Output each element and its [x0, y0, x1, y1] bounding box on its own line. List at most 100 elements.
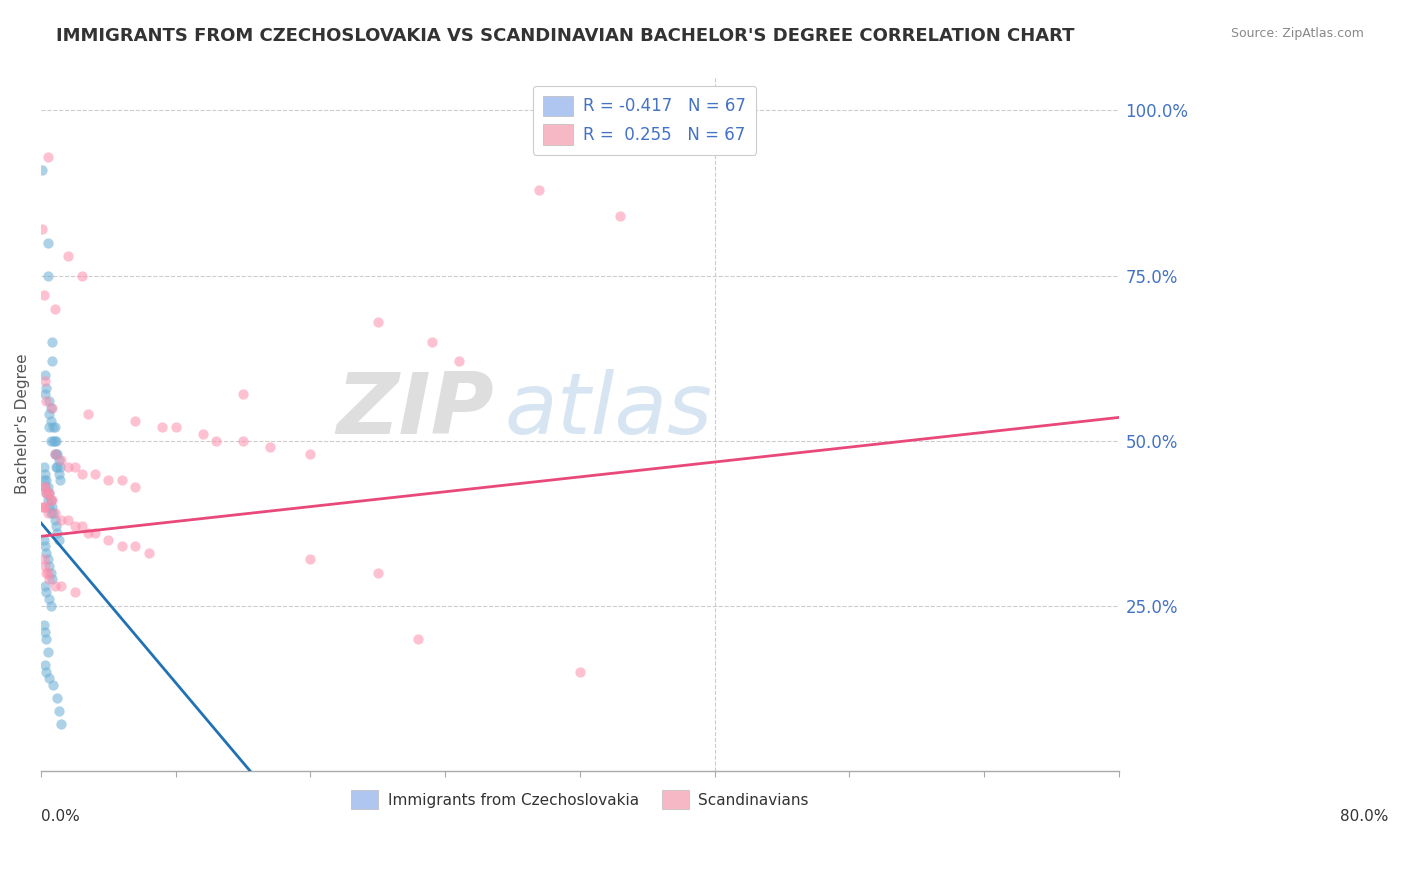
Point	[34, 625, 56, 640]
Point	[49, 460, 72, 475]
Point	[150, 420, 173, 434]
Point	[48, 704, 70, 718]
Point	[38, 486, 60, 500]
Point	[41, 493, 63, 508]
Point	[165, 420, 187, 434]
Point	[41, 401, 63, 415]
Point	[38, 394, 60, 409]
Point	[34, 387, 56, 401]
Point	[32, 552, 55, 566]
Point	[35, 566, 58, 580]
Point	[51, 453, 73, 467]
Point	[56, 460, 79, 475]
Text: IMMIGRANTS FROM CZECHOSLOVAKIA VS SCANDINAVIAN BACHELOR'S DEGREE CORRELATION CHA: IMMIGRANTS FROM CZECHOSLOVAKIA VS SCANDI…	[56, 27, 1074, 45]
Point	[37, 268, 59, 283]
Point	[46, 691, 69, 706]
Point	[35, 381, 58, 395]
Point	[48, 453, 70, 467]
Point	[77, 407, 100, 421]
Point	[41, 572, 63, 586]
Point	[35, 394, 58, 409]
Point	[32, 480, 55, 494]
Point	[35, 665, 58, 679]
Point	[232, 387, 254, 401]
Point	[35, 546, 58, 560]
Point	[35, 486, 58, 500]
Point	[44, 579, 66, 593]
Point	[39, 493, 62, 508]
Point	[299, 552, 322, 566]
Point	[34, 579, 56, 593]
Point	[609, 209, 631, 223]
Point	[124, 539, 146, 553]
Text: 80.0%: 80.0%	[1340, 809, 1388, 824]
Point	[124, 414, 146, 428]
Point	[70, 467, 93, 481]
Point	[32, 533, 55, 547]
Point	[529, 183, 551, 197]
Text: ZIP: ZIP	[336, 368, 494, 451]
Point	[32, 500, 55, 514]
Point	[37, 506, 59, 520]
Point	[447, 354, 470, 368]
Point	[38, 671, 60, 685]
Point	[63, 460, 86, 475]
Point	[38, 592, 60, 607]
Point	[35, 486, 58, 500]
Point	[568, 665, 591, 679]
Point	[44, 434, 66, 448]
Point	[37, 480, 59, 494]
Point	[51, 513, 73, 527]
Point	[35, 632, 58, 646]
Text: Source: ZipAtlas.com: Source: ZipAtlas.com	[1230, 27, 1364, 40]
Point	[32, 618, 55, 632]
Point	[45, 519, 67, 533]
Point	[367, 315, 389, 329]
Text: atlas: atlas	[505, 368, 713, 451]
Point	[37, 566, 59, 580]
Point	[34, 539, 56, 553]
Point	[111, 473, 134, 487]
Point	[37, 552, 59, 566]
Legend: Immigrants from Czechoslovakia, Scandinavians: Immigrants from Czechoslovakia, Scandina…	[344, 784, 815, 815]
Point	[38, 500, 60, 514]
Point	[45, 434, 67, 448]
Point	[38, 407, 60, 421]
Point	[49, 473, 72, 487]
Point	[39, 493, 62, 508]
Point	[48, 533, 70, 547]
Point	[37, 493, 59, 508]
Point	[42, 678, 65, 692]
Point	[111, 539, 134, 553]
Point	[42, 506, 65, 520]
Point	[367, 566, 389, 580]
Point	[39, 414, 62, 428]
Point	[39, 434, 62, 448]
Point	[45, 447, 67, 461]
Point	[51, 579, 73, 593]
Point	[63, 519, 86, 533]
Point	[32, 473, 55, 487]
Point	[39, 506, 62, 520]
Point	[84, 467, 107, 481]
Point	[77, 526, 100, 541]
Point	[63, 585, 86, 599]
Point	[46, 526, 69, 541]
Point	[56, 249, 79, 263]
Point	[56, 513, 79, 527]
Point	[34, 500, 56, 514]
Point	[34, 658, 56, 673]
Point	[44, 506, 66, 520]
Point	[34, 480, 56, 494]
Point	[41, 334, 63, 349]
Point	[44, 447, 66, 461]
Point	[420, 334, 443, 349]
Point	[37, 486, 59, 500]
Point	[39, 401, 62, 415]
Point	[406, 632, 429, 646]
Point	[34, 467, 56, 481]
Point	[44, 420, 66, 434]
Point	[35, 473, 58, 487]
Point	[34, 368, 56, 382]
Point	[70, 519, 93, 533]
